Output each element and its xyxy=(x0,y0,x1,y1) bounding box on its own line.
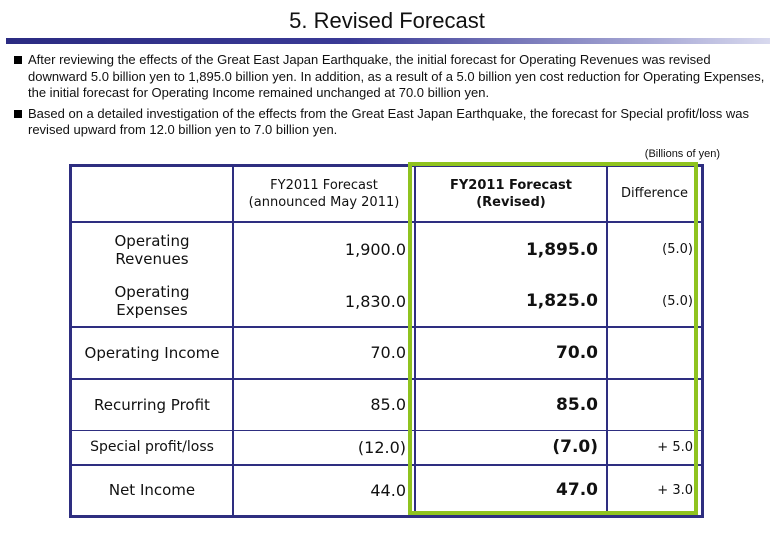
bullet-text: After reviewing the effects of the Great… xyxy=(28,52,765,100)
bullet-item: Based on a detailed investigation of the… xyxy=(14,106,766,139)
row-label-line2: Expenses xyxy=(116,301,188,319)
bullet-item: After reviewing the effects of the Great… xyxy=(14,52,766,102)
header-revised-line1: FY2011 Forecast xyxy=(450,177,572,193)
units-note: (Billions of yen) xyxy=(644,148,720,160)
row-label-line2: Revenues xyxy=(115,249,189,268)
header-empty-cell xyxy=(70,165,234,222)
header-original-forecast: FY2011 Forecast (announced May 2011) xyxy=(233,165,416,222)
table-row: Operating Revenues 1,900.0 1,895.0 (5.0) xyxy=(70,220,703,277)
row-label-line1: Operating xyxy=(114,231,190,250)
forecast-table: FY2011 Forecast (announced May 2011) FY2… xyxy=(69,164,704,518)
slide-title: 5. Revised Forecast xyxy=(289,8,485,33)
table-row: Operating Expenses 1,830.0 1,825.0 (5.0) xyxy=(70,276,703,327)
original-value: 70.0 xyxy=(233,325,416,379)
bullet-square-icon xyxy=(14,56,22,64)
difference-value: + 3.0 xyxy=(607,463,703,517)
revised-value: 70.0 xyxy=(415,325,608,379)
original-value: (12.0) xyxy=(233,430,416,465)
row-label: Operating Revenues xyxy=(70,220,234,277)
title-underline xyxy=(6,38,770,44)
row-label: Recurring Profit xyxy=(70,377,234,431)
header-revised-line2: (Revised) xyxy=(476,194,546,210)
header-original-line2: (announced May 2011) xyxy=(248,194,400,210)
difference-value xyxy=(607,325,703,379)
table-row: Special profit/loss (12.0) (7.0) + 5.0 xyxy=(70,430,703,465)
row-label: Net Income xyxy=(70,463,234,517)
difference-value: + 5.0 xyxy=(607,430,703,465)
header-revised-forecast: FY2011 Forecast (Revised) xyxy=(415,165,608,222)
table-row: Net Income 44.0 47.0 + 3.0 xyxy=(70,463,703,517)
revised-value: (7.0) xyxy=(415,430,608,465)
row-label: Operating Expenses xyxy=(70,276,234,327)
difference-value xyxy=(607,377,703,431)
header-difference: Difference xyxy=(620,186,689,202)
bullet-text: Based on a detailed investigation of the… xyxy=(28,105,749,138)
original-value: 1,830.0 xyxy=(233,276,416,327)
bullet-list: After reviewing the effects of the Great… xyxy=(14,52,766,143)
table-row: Operating Income 70.0 70.0 xyxy=(70,325,703,379)
header-original-line1: FY2011 Forecast xyxy=(270,177,378,193)
original-value: 85.0 xyxy=(233,377,416,431)
table-header-row: FY2011 Forecast (announced May 2011) FY2… xyxy=(70,165,703,222)
original-value: 44.0 xyxy=(233,463,416,517)
difference-value: (5.0) xyxy=(662,293,693,309)
revised-value: 47.0 xyxy=(415,463,608,517)
row-label: Operating Income xyxy=(70,325,234,379)
original-value: 1,900.0 xyxy=(233,220,416,277)
bullet-square-icon xyxy=(14,109,22,118)
revised-value: 1,895.0 xyxy=(415,220,608,277)
row-label: Special profit/loss xyxy=(70,430,234,465)
revised-value: 85.0 xyxy=(415,377,608,431)
difference-value: (5.0) xyxy=(607,220,703,277)
revised-value: 1,825.0 xyxy=(415,276,608,327)
table-row: Recurring Profit 85.0 85.0 xyxy=(70,377,703,431)
row-label-line1: Operating xyxy=(114,283,190,301)
